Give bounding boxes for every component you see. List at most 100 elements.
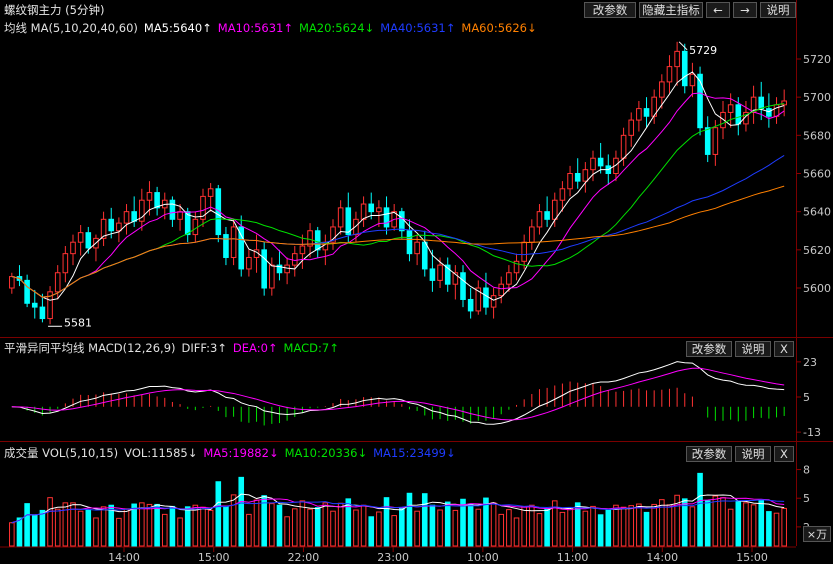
volume-bar xyxy=(421,493,428,547)
candle-up xyxy=(475,287,482,312)
volume-bar xyxy=(513,517,520,547)
candle-down xyxy=(483,287,489,308)
candle-up xyxy=(490,295,497,308)
candle-down xyxy=(108,218,115,232)
time-tick-label: 22:00 xyxy=(288,551,320,564)
volume-bar xyxy=(24,503,30,547)
volume-bar xyxy=(628,505,635,547)
volume-bar xyxy=(773,512,780,547)
scroll-right-button[interactable]: → xyxy=(733,2,757,18)
candle-down xyxy=(169,199,176,220)
volume-bar xyxy=(322,502,329,547)
vol-params-button[interactable]: 改参数 xyxy=(686,446,732,462)
candle-down xyxy=(314,230,321,251)
ma-header: 均线 MA(5,10,20,40,60) MA5:5640↑ MA10:5631↑ M… xyxy=(4,20,543,36)
diff-line xyxy=(11,361,785,425)
candle-up xyxy=(360,203,367,220)
candle-down xyxy=(261,249,267,289)
ma40-value: MA40:5631↑ xyxy=(380,21,456,35)
price-axis-border xyxy=(796,0,797,546)
vol-ma10-value: MA10:20336↓ xyxy=(284,446,368,460)
volume-bar xyxy=(529,504,535,547)
candle-up xyxy=(192,218,199,236)
volume-bar xyxy=(605,509,612,547)
price-tick-label: 5680 xyxy=(803,129,831,142)
candle-down xyxy=(460,272,466,300)
macd-separator xyxy=(0,337,833,338)
volume-bar xyxy=(521,506,527,547)
hide-indicator-button[interactable]: 隐藏主指标 xyxy=(639,2,703,18)
candle-down xyxy=(368,203,375,213)
volume-bar xyxy=(536,513,543,547)
macd-close-button[interactable]: X xyxy=(774,341,794,357)
volume-bar xyxy=(559,511,566,547)
vol-help-button[interactable]: 说明 xyxy=(735,446,771,462)
candle-up xyxy=(437,264,443,281)
vol-ma15-line xyxy=(11,499,785,524)
candle-down xyxy=(735,104,742,125)
candle-up xyxy=(536,211,543,228)
volume-bar xyxy=(574,502,581,547)
volume-bar xyxy=(177,517,183,547)
volume-bar xyxy=(47,497,53,547)
vol-close-button[interactable]: X xyxy=(774,446,794,462)
candle-up xyxy=(62,253,69,274)
candle-up xyxy=(414,241,420,255)
volume-bar xyxy=(429,504,436,547)
candle-up xyxy=(54,272,61,293)
price-tick-label: 5600 xyxy=(803,282,831,295)
time-tick-label: 15:00 xyxy=(736,551,768,564)
macd-value: MACD:7↑ xyxy=(283,341,339,355)
macd-params-button[interactable]: 改参数 xyxy=(686,341,732,357)
high-marker-label: 5729 xyxy=(689,44,717,57)
scroll-left-button[interactable]: ← xyxy=(706,2,730,18)
volume-bar xyxy=(123,508,130,547)
volume-bar xyxy=(674,494,680,547)
ma60-value: MA60:5626↓ xyxy=(461,21,537,35)
macd-tick-label: 23 xyxy=(803,356,817,369)
candle-down xyxy=(345,207,352,236)
candle-down xyxy=(643,108,650,117)
candle-down xyxy=(31,302,38,308)
volume-bar xyxy=(383,497,390,547)
candle-up xyxy=(720,111,726,129)
candle-up xyxy=(139,199,145,222)
volume-bar xyxy=(93,517,99,547)
volume-bar xyxy=(54,508,61,547)
vol-unit-button[interactable]: ×万 xyxy=(803,526,831,542)
volume-bar xyxy=(406,492,413,547)
volume-bar xyxy=(207,509,214,547)
volume-bar xyxy=(490,502,497,547)
volume-bar xyxy=(483,497,489,547)
vol-header: 成交量 VOL(5,10,15) VOL:11585↓ MA5:19882↓ MA10… xyxy=(4,445,462,461)
time-tick-label: 15:00 xyxy=(198,551,230,564)
macd-help-button[interactable]: 说明 xyxy=(735,341,771,357)
candle-up xyxy=(529,226,535,243)
chart-title: 螺纹钢主力 (5分钟) xyxy=(4,3,105,17)
volume-bar xyxy=(307,508,313,547)
volume-bar xyxy=(131,503,137,547)
candle-up xyxy=(452,272,459,285)
volume-bar xyxy=(712,495,719,547)
candle-down xyxy=(131,211,137,222)
volume-bar xyxy=(116,517,122,547)
volume-bar xyxy=(192,504,199,547)
volume-bar xyxy=(70,502,76,547)
candle-up xyxy=(269,264,275,289)
volume-bar xyxy=(215,481,222,547)
ma20-value: MA20:5624↓ xyxy=(298,21,375,35)
params-button[interactable]: 改参数 xyxy=(584,2,636,18)
low-marker-label: 5581 xyxy=(64,316,92,329)
candle-up xyxy=(674,50,680,68)
volume-bar xyxy=(689,506,696,547)
volume-bar xyxy=(337,502,344,547)
candle-up xyxy=(551,199,558,220)
price-tick-label: 5620 xyxy=(803,244,831,257)
ma60-line xyxy=(11,185,785,298)
volume-bar xyxy=(154,503,160,547)
volume-bar xyxy=(200,506,206,547)
volume-bar xyxy=(399,507,405,547)
help-button[interactable]: 说明 xyxy=(760,2,796,18)
